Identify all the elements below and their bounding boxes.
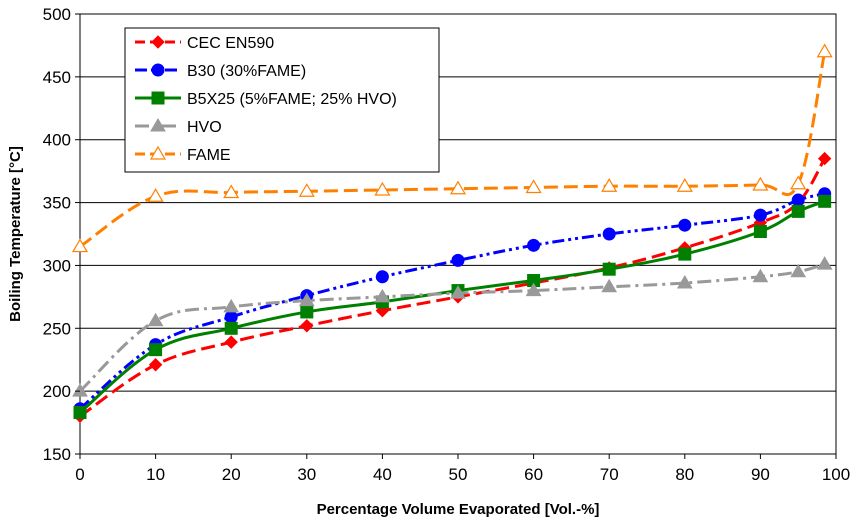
data-point — [790, 175, 807, 190]
data-point — [224, 321, 238, 335]
legend-entries: CEC EN590 B30 (30%FAME) B5X25 (5%FAME; 25%… — [135, 35, 397, 164]
data-point — [527, 238, 541, 252]
data-point — [818, 194, 832, 208]
data-point — [72, 383, 88, 397]
y-tick-label: 300 — [43, 256, 71, 275]
data-point — [790, 263, 807, 278]
legend-label: FAME — [187, 147, 231, 164]
legend-label: HVO — [187, 119, 222, 136]
legend-entry: B5X25 (5%FAME; 25% HVO) — [135, 91, 397, 108]
data-point — [816, 43, 833, 58]
legend-box — [124, 27, 440, 173]
x-tick-label: 30 — [297, 465, 316, 484]
y-tick-label: 200 — [43, 382, 71, 401]
data-point — [148, 358, 163, 372]
tick-labels: 0 10 20 30 40 50 60 70 80 90 100 150 200 250 300 350 400… — [43, 5, 851, 484]
data-point — [817, 151, 832, 166]
data-point — [791, 193, 805, 207]
data-point — [791, 204, 805, 218]
data-point — [601, 278, 618, 293]
data-point — [374, 288, 391, 303]
legend-marker — [151, 35, 165, 49]
data-point — [298, 292, 315, 307]
data-point — [602, 262, 616, 276]
data-point — [451, 253, 465, 267]
y-tick-label: 250 — [43, 319, 71, 338]
data-point — [450, 285, 466, 299]
series-layer — [71, 43, 833, 423]
y-tick-label: 500 — [43, 5, 71, 24]
y-tick-label: 400 — [43, 131, 71, 150]
data-point — [300, 319, 314, 333]
y-tick-label: 150 — [43, 445, 71, 464]
x-tick-label: 40 — [373, 465, 392, 484]
legend-label: B30 (30%FAME) — [187, 63, 306, 80]
data-point — [449, 180, 467, 195]
data-point — [300, 305, 314, 319]
x-tick-label: 10 — [146, 465, 165, 484]
x-tick-label: 100 — [822, 465, 850, 484]
series-4 — [72, 256, 833, 397]
data-point — [525, 282, 542, 297]
legend-entry: FAME — [135, 145, 231, 164]
series-line — [79, 51, 827, 248]
data-point — [753, 208, 767, 222]
x-tick-label: 20 — [222, 465, 241, 484]
x-tick-label: 80 — [675, 465, 694, 484]
data-point — [753, 224, 767, 238]
legend-label: B5X25 (5%FAME; 25% HVO) — [187, 91, 397, 108]
data-point — [73, 406, 87, 420]
legend-marker — [149, 145, 167, 160]
data-point — [676, 178, 693, 192]
x-tick-label: 70 — [600, 465, 619, 484]
x-tick-label: 90 — [751, 465, 770, 484]
data-point — [147, 312, 164, 327]
y-tick-label: 350 — [43, 194, 71, 213]
data-point — [223, 298, 240, 313]
data-point — [223, 184, 240, 199]
legend-entry: HVO — [135, 118, 222, 136]
legend-marker — [151, 63, 165, 77]
legend: CEC EN590 B30 (30%FAME) B5X25 (5%FAME; 25%… — [124, 27, 440, 173]
data-point — [149, 343, 163, 357]
data-point — [525, 179, 542, 194]
y-tick-label: 450 — [43, 68, 71, 87]
data-point — [752, 268, 769, 283]
x-tick-label: 50 — [449, 465, 468, 484]
data-point — [224, 310, 238, 324]
x-tick-label: 60 — [524, 465, 543, 484]
series-line — [79, 192, 826, 410]
data-point — [752, 176, 769, 191]
x-axis-title: Percentage Volume Evaporated [Vol.-%] — [317, 501, 600, 518]
legend-entry: CEC EN590 — [135, 35, 274, 52]
data-point — [147, 188, 164, 202]
data-point — [678, 247, 692, 261]
data-point — [298, 183, 315, 197]
legend-entry: B30 (30%FAME) — [135, 63, 306, 80]
x-tick-label: 0 — [75, 465, 84, 484]
legend-marker — [151, 91, 165, 105]
y-axis-title: Boiling Temperature [°C] — [7, 146, 24, 322]
legend-label: CEC EN590 — [187, 35, 274, 52]
data-point — [375, 270, 389, 284]
data-point — [816, 256, 833, 270]
series-5 — [71, 43, 833, 253]
data-point — [71, 238, 89, 253]
data-point — [224, 335, 238, 349]
data-point — [602, 227, 616, 241]
data-point — [374, 181, 391, 196]
data-point — [601, 178, 618, 192]
data-point — [676, 275, 693, 289]
legend-marker — [150, 118, 166, 132]
data-point — [678, 218, 692, 232]
